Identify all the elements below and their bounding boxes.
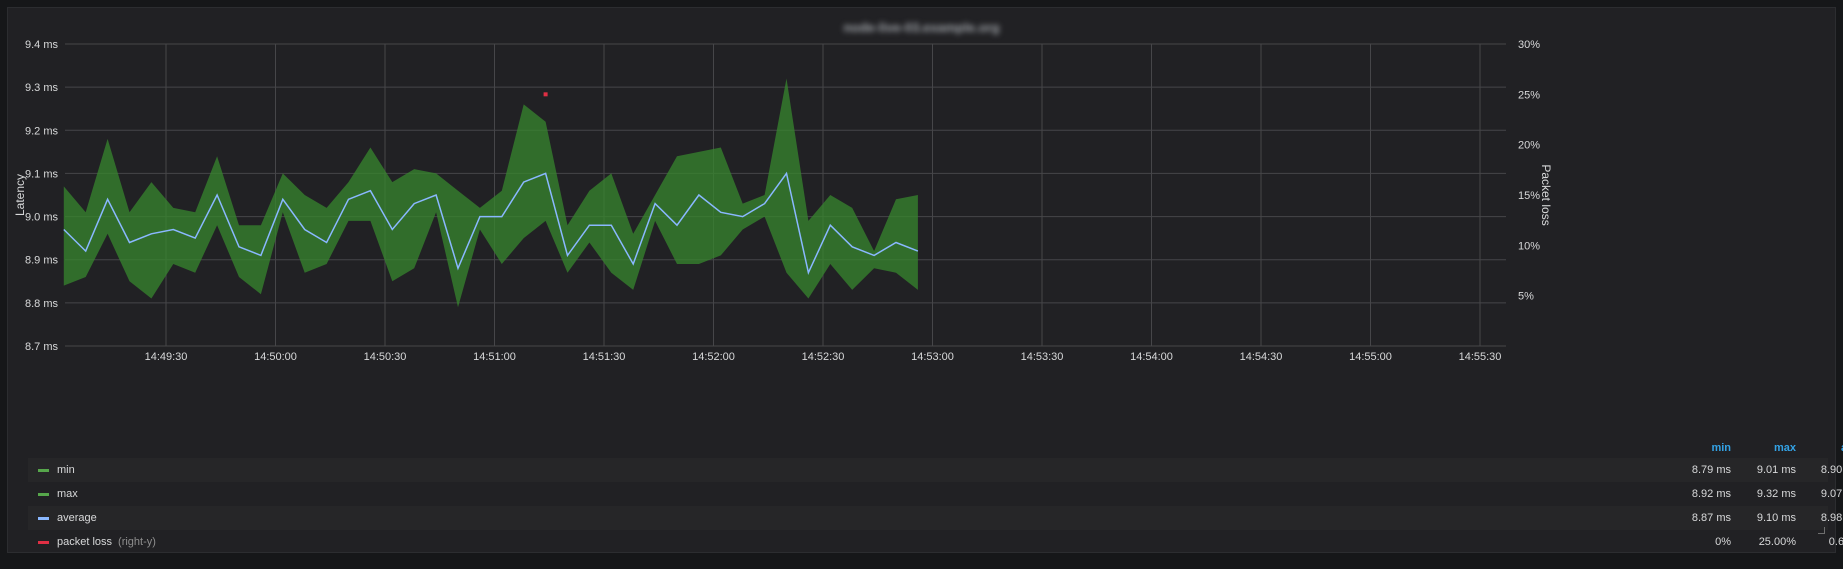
legend-series-name[interactable]: packet loss <box>57 536 113 548</box>
legend-row-min[interactable]: min 8.79 ms 9.01 ms 8.90 ms <box>28 458 1843 482</box>
legend-value-max: 9.10 ms <box>1756 512 1796 524</box>
y-tick-label: 9.1 ms <box>25 168 59 180</box>
y2-tick-label: 15% <box>1518 190 1540 202</box>
legend-header: min max avg <box>28 438 1843 458</box>
legend: min max avg min 8.79 ms 9.01 ms 8.90 ms … <box>28 438 1843 554</box>
legend-row-packet-loss[interactable]: packet loss (right-y) 0% 25.00% 0.63% <box>28 530 1843 554</box>
legend-row-average[interactable]: average 8.87 ms 9.10 ms 8.98 ms <box>28 506 1843 530</box>
series-color-swatch[interactable] <box>38 469 49 472</box>
y-tick-label: 8.8 ms <box>25 298 59 310</box>
legend-value-min: 0% <box>1715 536 1731 548</box>
y-tick-label: 9.3 ms <box>25 82 59 94</box>
legend-header-min[interactable]: min <box>1711 442 1731 454</box>
graph-panel: node-live-03.example.org 9.4 ms 9.3 ms 9.2… <box>7 7 1843 554</box>
y2-tick-label: 20% <box>1518 140 1540 152</box>
x-tick-label: 14:55:30 <box>1459 351 1502 363</box>
x-tick-label: 14:51:00 <box>473 351 516 363</box>
x-tick-label: 14:55:00 <box>1349 351 1392 363</box>
legend-series-name[interactable]: max <box>57 488 78 500</box>
legend-value-max: 9.01 ms <box>1756 464 1796 476</box>
legend-value-max: 25.00% <box>1758 536 1796 548</box>
latency-chart[interactable]: 9.4 ms 9.3 ms 9.2 ms 9.1 ms 9.0 ms 8.9 ms 8.8 … <box>8 8 1837 428</box>
legend-value-max: 9.32 ms <box>1756 488 1796 500</box>
legend-value-avg: 0.63% <box>1828 536 1843 548</box>
series-color-swatch[interactable] <box>38 541 49 544</box>
x-tick-label: 14:54:00 <box>1130 351 1173 363</box>
y2-tick-label: 25% <box>1518 89 1540 101</box>
legend-value-min: 8.79 ms <box>1691 464 1731 476</box>
legend-series-name[interactable]: min <box>57 464 75 476</box>
x-tick-label: 14:50:30 <box>364 351 407 363</box>
legend-header-avg[interactable]: avg <box>1800 442 1843 454</box>
x-tick-label: 14:53:00 <box>911 351 954 363</box>
average-series-line <box>63 171 919 276</box>
legend-value-min: 8.92 ms <box>1691 488 1731 500</box>
legend-value-avg: 8.90 ms <box>1820 464 1843 476</box>
legend-value-avg: 9.07 ms <box>1820 488 1843 500</box>
x-tick-label: 14:53:30 <box>1021 351 1064 363</box>
legend-header-max[interactable]: max <box>1773 442 1796 454</box>
packet-loss-point <box>543 92 548 97</box>
legend-value-min: 8.87 ms <box>1691 512 1731 524</box>
legend-series-suffix: (right-y) <box>118 536 156 548</box>
y-tick-label: 9.4 ms <box>25 39 59 51</box>
y2-axis-title: Packet loss <box>1539 164 1553 225</box>
series-color-swatch[interactable] <box>38 493 49 496</box>
min-max-band <box>63 78 918 308</box>
y2-tick-label: 5% <box>1518 291 1534 303</box>
x-tick-label: 14:54:30 <box>1240 351 1283 363</box>
y-tick-label: 8.7 ms <box>25 341 59 353</box>
panel-title[interactable]: node-live-03.example.org <box>843 20 1000 35</box>
x-tick-label: 14:51:30 <box>583 351 626 363</box>
resize-handle-icon[interactable] <box>1818 527 1825 534</box>
legend-row-max[interactable]: max 8.92 ms 9.32 ms 9.07 ms <box>28 482 1843 506</box>
y-axis-title: Latency <box>13 174 27 216</box>
x-tick-label: 14:52:30 <box>802 351 845 363</box>
y-tick-label: 8.9 ms <box>25 255 59 267</box>
y-tick-label: 9.0 ms <box>25 212 59 224</box>
x-tick-label: 14:49:30 <box>145 351 188 363</box>
x-tick-label: 14:50:00 <box>254 351 297 363</box>
y-tick-label: 9.2 ms <box>25 125 59 137</box>
series-color-swatch[interactable] <box>38 517 49 520</box>
legend-value-avg: 8.98 ms <box>1820 512 1843 524</box>
legend-series-name[interactable]: average <box>57 512 97 524</box>
y2-tick-label: 10% <box>1518 240 1540 252</box>
x-tick-label: 14:52:00 <box>692 351 735 363</box>
y2-tick-label: 30% <box>1518 39 1540 51</box>
